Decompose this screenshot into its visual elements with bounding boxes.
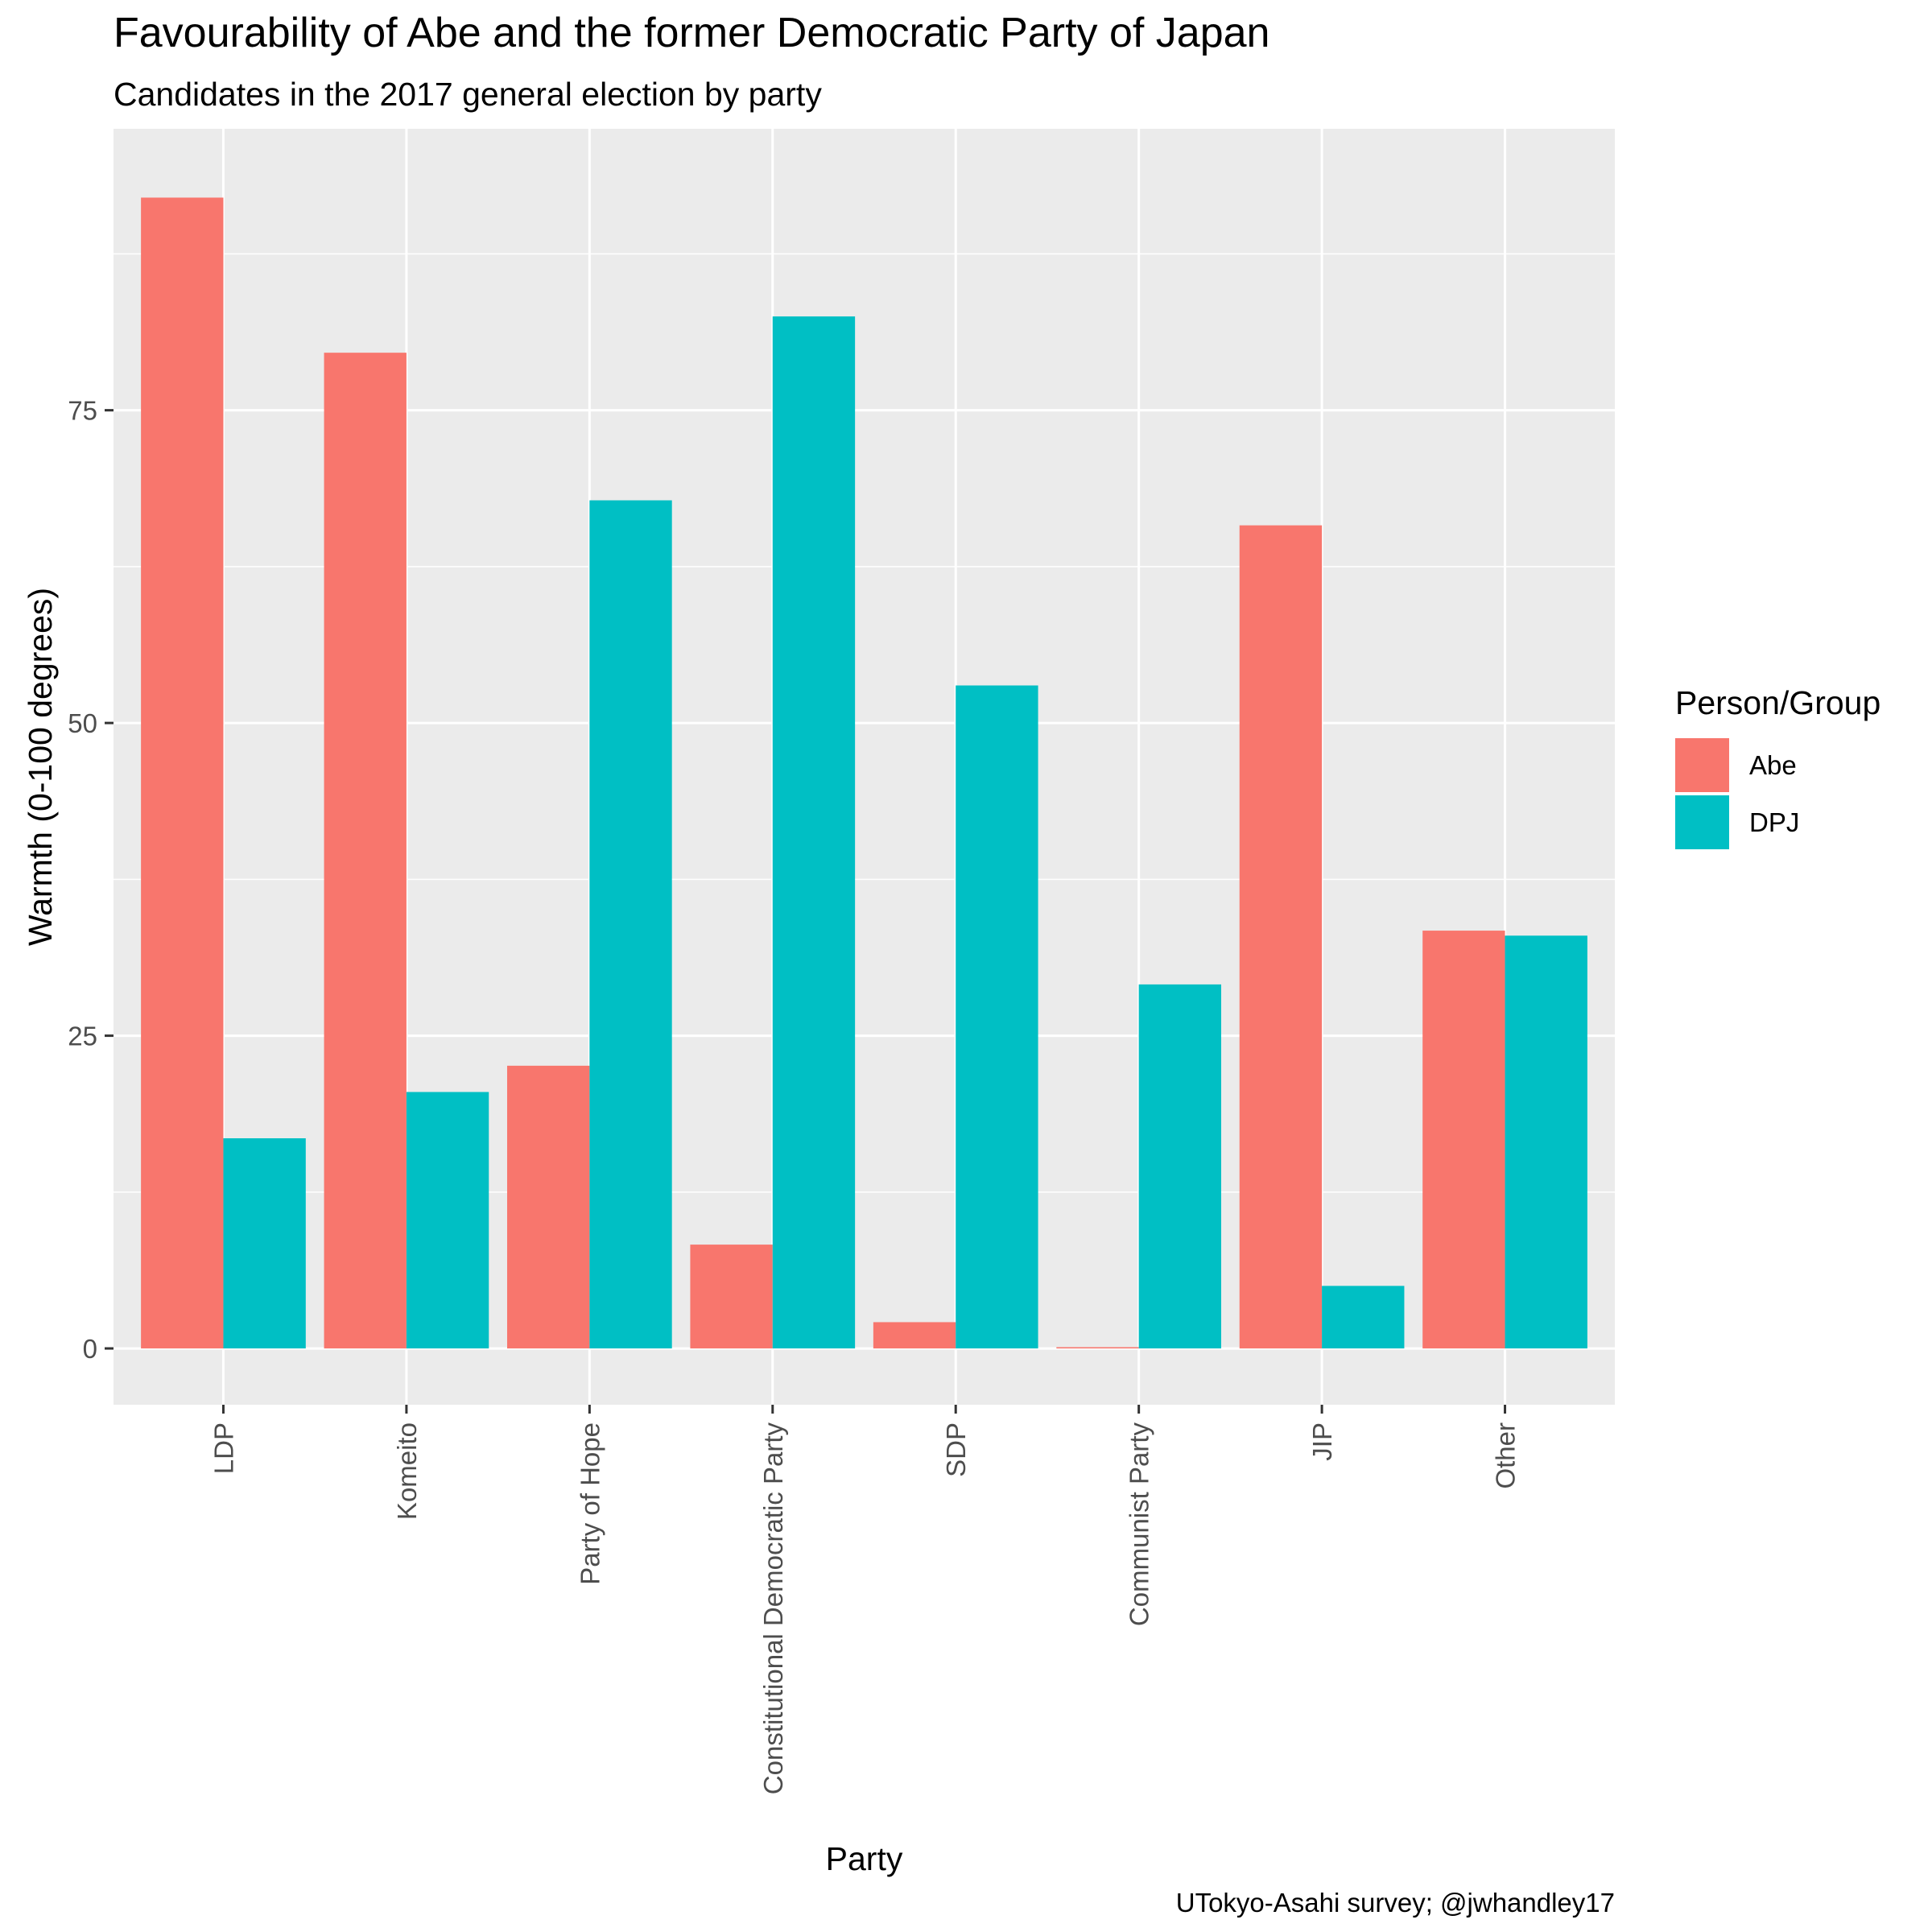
y-tick-label: 25 [68,1022,97,1051]
bar-dpj-sdp [956,685,1038,1349]
bar-dpj-other [1505,935,1587,1349]
x-tick-label: LDP [208,1422,238,1474]
bar-abe-party-of-hope [506,1065,590,1349]
bar-dpj-jip [1322,1286,1405,1349]
bar-abe-komeito [324,353,407,1349]
y-tick-label: 50 [68,708,97,738]
x-axis-title: Party [826,1840,903,1877]
bar-abe-jip [1239,525,1323,1349]
bar-dpj-komeito [406,1092,489,1349]
bar-abe-other [1422,931,1505,1349]
y-tick-label: 0 [83,1334,97,1364]
y-tick-label: 75 [68,396,97,426]
x-tick-label: SDP [941,1422,971,1477]
x-tick-label: Komeito [392,1422,422,1520]
x-tick-label: JIP [1307,1422,1337,1461]
legend-title: Person/Group [1675,684,1880,721]
bar-abe-communist-party [1056,1347,1139,1349]
legend-key-dpj [1675,795,1729,849]
legend: Person/Group Abe DPJ [1675,684,1880,849]
x-tick-label: Communist Party [1125,1422,1154,1627]
chart-title: Favourability of Abe and the former Demo… [114,10,1269,56]
legend-key-abe [1675,738,1729,792]
x-tick-label: Party of Hope [575,1422,605,1585]
y-axis-title: Warmth (0-100 degrees) [22,588,59,946]
bar-dpj-party-of-hope [589,500,672,1349]
bars [141,197,1587,1349]
bar-dpj-ldp [223,1138,306,1349]
bar-abe-ldp [141,197,224,1349]
chart-subtitle: Candidates in the 2017 general election … [114,76,822,113]
chart-caption: UTokyo-Asahi survey; @jwhandley17 [1176,1888,1615,1918]
legend-label-abe: Abe [1749,750,1797,780]
legend-label-dpj: DPJ [1749,807,1799,837]
x-tick-label: Constitutional Democratic Party [758,1422,788,1795]
x-tick-label: Other [1491,1422,1521,1489]
bar-abe-sdp [873,1322,956,1349]
x-axis: LDP Komeito Party of Hope Constitutional De… [208,1405,1521,1795]
bar-dpj-communist-party [1138,984,1222,1349]
bar-abe-constitutional-democratic-party [690,1245,773,1349]
bar-dpj-constitutional-democratic-party [772,316,856,1349]
y-axis: 0 25 50 75 [68,396,114,1364]
